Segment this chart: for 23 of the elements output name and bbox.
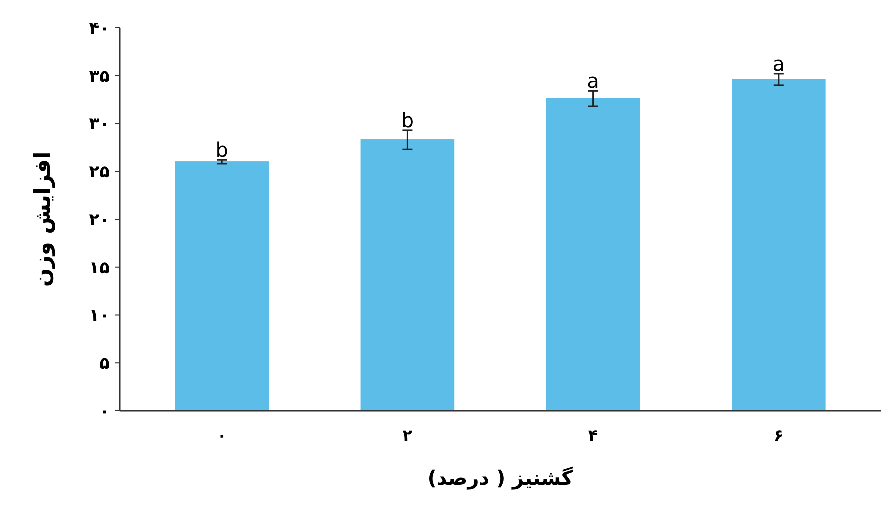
y-tick-label: ۳۵	[89, 66, 110, 87]
x-tick-label: ۴	[588, 426, 598, 445]
y-tick-label: ۱۰	[89, 306, 110, 326]
bar	[360, 140, 455, 412]
x-tick-label: ۰	[217, 426, 227, 445]
y-tick-label: ۵	[100, 354, 110, 374]
y-tick-label: ۲۵	[89, 162, 110, 183]
annotation: b	[401, 108, 414, 132]
annotation: a	[587, 69, 600, 94]
annotation: a	[772, 52, 786, 76]
bar	[175, 162, 269, 412]
bar	[546, 98, 640, 412]
bar	[732, 79, 826, 412]
y-tick-label: ۴۰	[89, 18, 110, 39]
x-tick-label: ۲	[402, 426, 413, 445]
x-axis-title: گشنیز ( درصد)	[428, 466, 574, 490]
y-tick-label: ۱۵	[89, 258, 110, 278]
y-tick-label: ۲۰	[89, 210, 110, 230]
y-tick-label: ۳۰	[89, 114, 110, 135]
annotation: b	[216, 138, 228, 162]
y-tick-label: ۰	[100, 402, 110, 422]
y-axis-title: افزایش وزن	[31, 152, 56, 288]
x-tick-label: ۶	[774, 426, 784, 445]
